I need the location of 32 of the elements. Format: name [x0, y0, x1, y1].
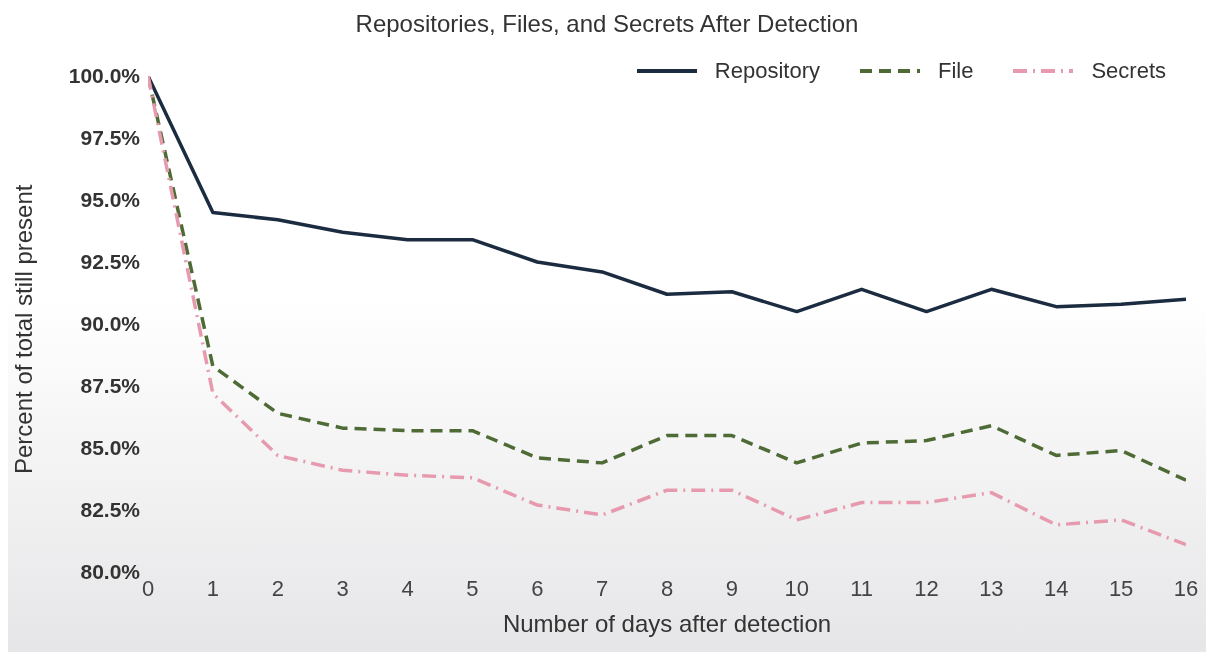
x-tick-label: 7 — [596, 575, 609, 601]
y-tick-label: 85.0% — [80, 436, 141, 460]
x-tick-label: 16 — [1173, 575, 1199, 601]
x-tick-label: 2 — [271, 575, 284, 601]
x-tick-label: 13 — [979, 575, 1004, 601]
x-tick-label: 10 — [784, 575, 809, 601]
x-tick-label: 4 — [401, 575, 414, 601]
y-tick-label: 97.5% — [80, 126, 141, 150]
y-tick-label: 92.5% — [80, 250, 141, 274]
x-tick-label: 14 — [1044, 575, 1069, 601]
x-tick-label: 3 — [336, 575, 349, 601]
x-tick-label: 15 — [1108, 575, 1134, 601]
legend-label: File — [937, 58, 974, 84]
y-tick-label: 90.0% — [80, 312, 141, 336]
x-tick-label: 0 — [141, 575, 155, 601]
x-tick-label: 12 — [914, 575, 939, 601]
y-tick-label: 100.0% — [68, 64, 141, 88]
x-tick-label: 8 — [660, 575, 674, 601]
legend-label: Secrets — [1091, 58, 1166, 84]
y-tick-label: 95.0% — [80, 188, 141, 212]
y-tick-label: 82.5% — [80, 498, 141, 522]
y-tick-label: 80.0% — [80, 560, 141, 584]
chart-title: Repositories, Files, and Secrets After Detection — [354, 9, 860, 39]
legend-label: Repository — [714, 58, 820, 84]
y-axis-title: Percent of total still present — [9, 184, 37, 474]
x-axis-title: Number of days after detection — [502, 610, 832, 637]
x-tick-label: 9 — [725, 575, 738, 601]
x-tick-label: 5 — [466, 575, 479, 601]
x-tick-label: 6 — [531, 575, 544, 601]
y-tick-label: 87.5% — [80, 374, 141, 398]
x-tick-label: 11 — [850, 575, 874, 601]
x-tick-label: 1 — [206, 575, 219, 601]
